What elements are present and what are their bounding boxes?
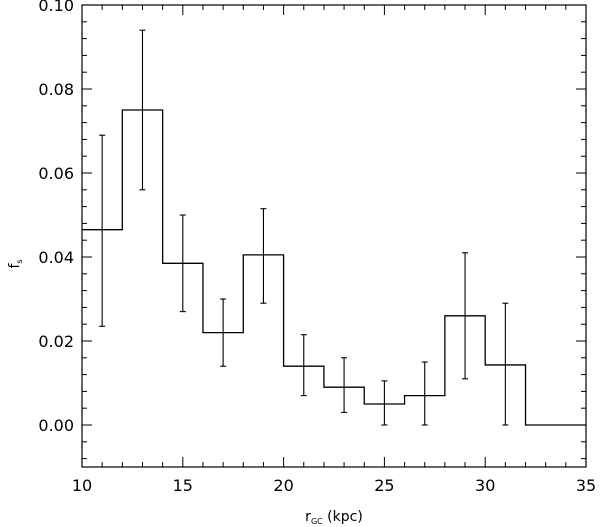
y-tick-label: 0.10 — [38, 0, 74, 15]
axis-ticks — [81, 4, 587, 467]
y-tick-labels: 0.00 0.02 0.04 0.06 0.08 0.10 — [38, 0, 74, 435]
x-tick-label: 20 — [273, 476, 293, 495]
error-bars — [99, 29, 509, 426]
x-axis-label-rest: (kpc) — [323, 509, 363, 525]
x-tick-label: 15 — [173, 476, 193, 495]
plot-frame — [81, 4, 587, 468]
y-axis-label-sub: s — [15, 259, 24, 263]
error-bar — [421, 361, 428, 426]
error-bar — [381, 380, 388, 426]
x-tick-labels: 10 15 20 25 30 35 — [72, 476, 596, 495]
x-tick-label: 35 — [576, 476, 596, 495]
x-axis-label-main: r — [305, 509, 311, 525]
error-bar — [462, 252, 469, 380]
x-axis-label: rGC (kpc) — [305, 509, 363, 526]
error-bar — [220, 298, 227, 367]
y-tick-label: 0.08 — [38, 80, 74, 99]
y-tick-label: 0.04 — [38, 248, 74, 267]
y-tick-label: 0.02 — [38, 332, 74, 351]
y-axis-label: fs — [7, 259, 24, 268]
y-axis-label-main: f — [7, 263, 23, 269]
x-axis-label-sub: GC — [311, 517, 323, 526]
error-bar — [502, 302, 509, 426]
x-tick-label: 30 — [475, 476, 495, 495]
error-bar — [341, 357, 348, 413]
histogram-step-line — [82, 109, 586, 426]
error-bar — [260, 208, 267, 304]
error-bar — [139, 29, 146, 191]
error-bar — [179, 214, 186, 313]
x-tick-label: 10 — [72, 476, 92, 495]
error-bar — [300, 334, 307, 397]
x-tick-label: 25 — [374, 476, 394, 495]
y-tick-label: 0.00 — [38, 416, 74, 435]
y-tick-label: 0.06 — [38, 164, 74, 183]
error-bar — [99, 134, 106, 327]
